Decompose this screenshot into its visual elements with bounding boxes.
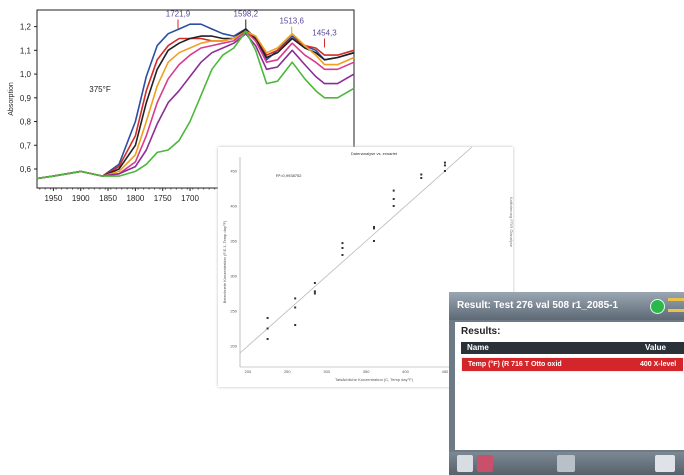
- x-tick-label: 1750: [154, 194, 172, 203]
- x-tick-label: 450: [442, 369, 449, 374]
- y-tick-label: 400: [230, 204, 237, 209]
- y-tick-label: 200: [230, 344, 237, 349]
- spectrum-series-line: [36, 32, 355, 180]
- data-point: [373, 240, 375, 242]
- y-tick-label: 300: [230, 274, 237, 279]
- r2-label: R²=0,9938752: [276, 173, 302, 178]
- x-tick-label: 250: [284, 369, 291, 374]
- x-axis-label: Tatsächliche Konzentration (C, Temp day°…: [335, 377, 414, 382]
- secondary-axis-label: Kalibrierung FTIR Ölanalyse: [509, 197, 513, 248]
- data-point: [341, 242, 344, 245]
- x-tick-label: 200: [245, 369, 252, 374]
- y-axis-label: Berechnete Konzentration (F.E.1, Temp da…: [222, 220, 227, 303]
- x-tick-label: 300: [323, 369, 330, 374]
- data-point: [392, 205, 395, 207]
- results-heading: Results:: [461, 326, 501, 337]
- y-axis-label: Absorption: [8, 82, 15, 116]
- data-point: [266, 317, 269, 319]
- data-point: [392, 198, 395, 200]
- data-point: [443, 164, 446, 167]
- y-tick-label: 450: [230, 169, 237, 174]
- x-tick-label: 1900: [72, 194, 90, 203]
- data-point: [373, 226, 375, 228]
- data-point: [294, 297, 297, 300]
- x-tick-label: 400: [402, 369, 409, 374]
- x-tick-label: 1950: [44, 194, 62, 203]
- data-point: [313, 292, 316, 295]
- menu-icon[interactable]: [668, 298, 684, 312]
- row-name: Temp (°F) (R 716 T Otto oxid: [468, 361, 562, 368]
- scatter-svg: Datenanalyse vs. erwartet R²=0,9938752 200…: [222, 121, 514, 382]
- y-tick-label: 0,9: [20, 94, 32, 103]
- x-tick-label: 1800: [126, 194, 144, 203]
- device-toolbar: [449, 452, 684, 475]
- column-name-header: Name: [467, 343, 489, 352]
- spectrum-series-line: [36, 28, 355, 180]
- fit-line: [239, 121, 501, 354]
- spectra-chart: 0,6 0,7 0,8 0,9 1,0 1,1 1,2 1950 1900 1850 1800 175…: [0, 0, 360, 225]
- y-tick-label: 1,1: [20, 46, 32, 55]
- y-tick-label: 1,0: [20, 70, 32, 79]
- data-point: [443, 161, 446, 164]
- data-point: [341, 247, 344, 249]
- y-tick-label: 0,8: [20, 118, 32, 127]
- data-point: [313, 290, 316, 293]
- column-value-header: Value: [645, 343, 666, 352]
- status-led-icon: [650, 299, 665, 314]
- row-value: 400 X-level: [640, 361, 677, 368]
- data-point: [373, 227, 375, 230]
- data-point: [420, 177, 423, 179]
- save-icon[interactable]: [557, 455, 575, 472]
- data-point: [266, 327, 269, 330]
- x-tick-label: 350: [363, 369, 370, 374]
- x-tick-label: 1850: [99, 194, 117, 203]
- data-point: [294, 324, 297, 326]
- data-point: [443, 170, 446, 172]
- chart-icon[interactable]: [477, 455, 493, 472]
- data-point: [341, 254, 344, 256]
- spectrum-series-line: [36, 30, 355, 180]
- spectrum-series-line: [36, 30, 355, 180]
- analyzer-device-screen: Result: Test 276 val 508 r1_2085-1 Resul…: [449, 292, 684, 475]
- home-icon[interactable]: [457, 455, 473, 472]
- data-point: [420, 173, 423, 176]
- peak-label: 1454,3: [312, 28, 337, 37]
- peak-label: 1721,9: [166, 9, 191, 18]
- spectra-svg: 0,6 0,7 0,8 0,9 1,0 1,1 1,2 1950 1900 1850 1800 175…: [8, 9, 355, 216]
- y-tick-label: 0,6: [20, 165, 32, 174]
- y-tick-label: 1,2: [20, 23, 32, 32]
- y-tick-label: 350: [230, 239, 237, 244]
- y-tick-label: 0,7: [20, 141, 32, 150]
- data-point: [294, 306, 297, 309]
- results-panel: Results: Name Value Temp (°F) (R 716 T O…: [455, 322, 684, 450]
- chart-title: Datenanalyse vs. erwartet: [351, 151, 398, 156]
- device-title: Result: Test 276 val 508 r1_2085-1: [457, 300, 619, 311]
- device-title-bar: Result: Test 276 val 508 r1_2085-1: [449, 292, 684, 320]
- x-tick-label: 1700: [181, 194, 199, 203]
- temperature-label: 375°F: [89, 85, 111, 94]
- peak-label: 1598,2: [234, 9, 259, 18]
- peak-label: 1513,6: [279, 17, 304, 26]
- results-table-header: Name Value: [461, 342, 684, 354]
- table-row[interactable]: Temp (°F) (R 716 T Otto oxid 400 X-level: [461, 357, 684, 372]
- data-point: [313, 282, 316, 284]
- data-point: [266, 338, 269, 340]
- next-arrow-icon[interactable]: [655, 455, 675, 472]
- y-tick-label: 250: [230, 309, 237, 314]
- data-point: [392, 189, 395, 192]
